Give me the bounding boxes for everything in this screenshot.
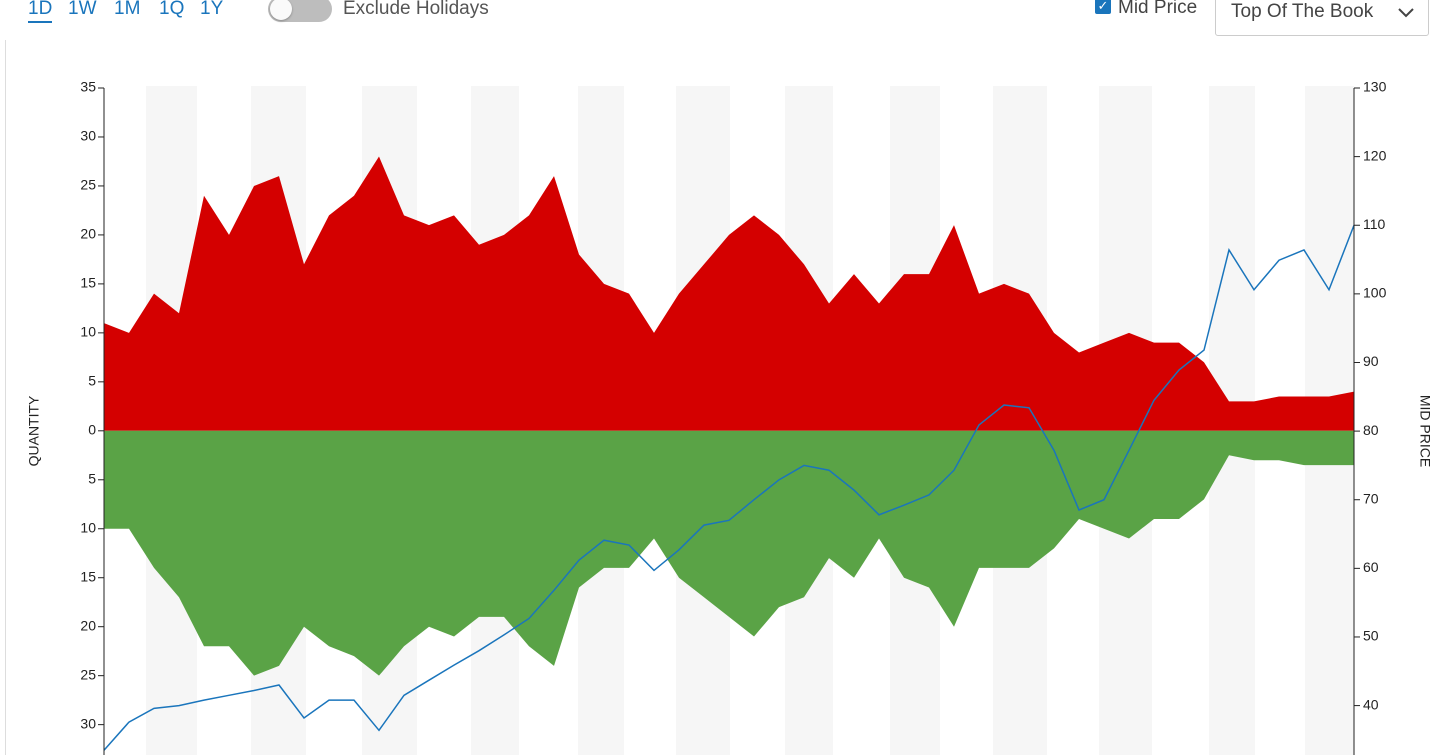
y2-tick-label: 130 [1363,79,1387,95]
y-tick-label: 5 [88,470,96,486]
y2-axis-title: MID PRICE [1417,395,1433,467]
y-tick-label: 25 [80,666,96,682]
y-tick-label: 10 [80,519,96,535]
y-tick-label: 20 [80,226,96,242]
dropdown-arrow [1398,8,1414,18]
quantity-area [104,430,1354,676]
mid-price-checkbox[interactable]: ✓ [1095,0,1111,14]
range-tab[interactable]: 1Q [159,0,185,19]
mid-price-label: Mid Price [1118,0,1198,18]
toggle-knob [270,0,292,20]
y-tick-label: 5 [88,373,96,389]
y2-tick-label: 60 [1363,559,1379,575]
y-tick-label: 30 [80,715,96,731]
dropdown-text: Top Of The Book [1231,1,1374,22]
y-tick-label: 15 [80,568,96,584]
y2-tick-label: 90 [1363,353,1379,369]
y2-tick-label: 50 [1363,628,1379,644]
y2-tick-label: 120 [1363,147,1387,163]
y-tick-label: 15 [80,275,96,291]
range-tab[interactable]: 1W [68,0,97,19]
y-tick-label: 10 [80,324,96,340]
y2-tick-label: 80 [1363,422,1379,438]
y-axis-title: QUANTITY [26,395,42,466]
y2-tick-label: 40 [1363,696,1379,712]
y-tick-label: 25 [80,177,96,193]
y2-tick-label: 70 [1363,490,1379,506]
mid-price-line [103,224,1355,751]
card-border [5,40,6,755]
y-tick-label: 30 [80,128,96,144]
y2-tick-label: 110 [1363,216,1386,232]
quantity-area [104,156,1354,431]
holiday-toggle[interactable] [268,0,332,22]
holiday-label: Exclude Holidays [343,0,489,19]
book-dropdown[interactable]: Top Of The Book [1215,0,1429,36]
range-tab[interactable]: 1Y [200,0,224,19]
y-tick-label: 0 [88,422,96,438]
y-tick-label: 35 [80,79,96,95]
range-tab[interactable]: 1M [114,0,141,19]
y-tick-label: 20 [80,617,96,633]
range-tab[interactable]: 1D [28,0,53,23]
y2-tick-label: 100 [1363,285,1387,301]
